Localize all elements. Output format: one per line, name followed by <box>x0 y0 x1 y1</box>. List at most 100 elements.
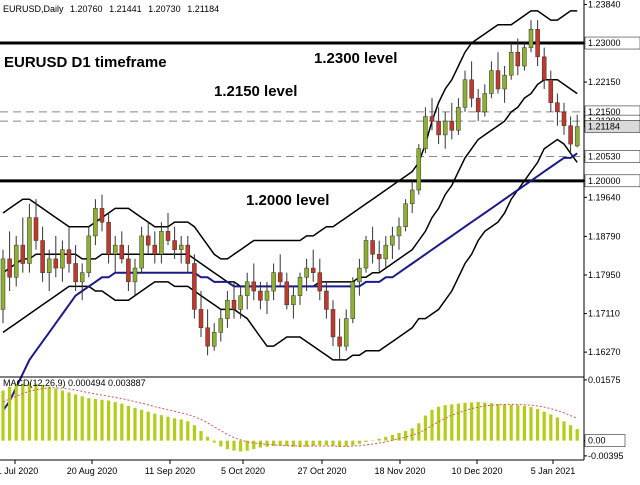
candle <box>535 20 540 66</box>
price-tick-label: 1.21500 <box>588 107 621 117</box>
candle <box>251 263 257 301</box>
candle-body <box>277 272 283 283</box>
candle <box>462 70 468 112</box>
candle-body <box>251 281 257 292</box>
candle-body <box>555 102 560 113</box>
price-tick-labels: 1.238401.230001.221501.215001.213001.211… <box>584 0 640 357</box>
candle <box>126 245 131 292</box>
macd-histogram-bar <box>159 415 163 441</box>
macd-histogram-bar <box>120 403 124 441</box>
macd-histogram-bar <box>470 402 474 441</box>
date-tick-label: 31 Jul 2020 <box>0 466 38 476</box>
candle-body <box>205 327 210 347</box>
candle <box>0 249 6 324</box>
candle <box>264 281 270 314</box>
candle-body <box>317 272 323 292</box>
macd-histogram-bar <box>410 428 414 441</box>
macd-histogram-bar <box>54 388 58 441</box>
candle <box>383 235 389 269</box>
candle <box>244 272 250 310</box>
candle-body <box>53 258 59 269</box>
candle-body <box>7 258 12 278</box>
macd-histogram-bar <box>93 398 97 441</box>
candle <box>225 291 230 328</box>
macd-histogram-bar <box>173 418 177 441</box>
candle <box>178 235 184 264</box>
macd-histogram-bar <box>186 421 190 441</box>
candle-body <box>20 244 26 264</box>
candle <box>145 222 151 255</box>
candle <box>489 61 494 99</box>
candle <box>515 38 521 76</box>
candle-body <box>145 235 151 246</box>
candle <box>548 70 554 112</box>
price-tick-label: 1.19640 <box>588 192 621 202</box>
candle <box>185 235 191 273</box>
candle <box>198 291 204 337</box>
candle <box>258 281 263 310</box>
price-tick-label: 1.22150 <box>588 77 621 87</box>
candle-body <box>456 107 461 131</box>
candle <box>13 235 19 287</box>
candle <box>442 111 448 149</box>
candle <box>93 199 98 246</box>
macd-histogram-bar <box>252 440 256 450</box>
candle-body <box>330 309 336 338</box>
candle <box>475 88 481 122</box>
candle-body <box>515 51 521 67</box>
candle-body <box>112 244 118 255</box>
macd-histogram-bar <box>107 400 111 441</box>
macd-histogram-bar <box>47 386 51 441</box>
candle-body <box>60 249 65 269</box>
level-price-box <box>584 36 640 50</box>
candle-body <box>363 240 369 269</box>
candle <box>132 258 138 296</box>
date-tick-labels: 31 Jul 2020 20 Aug 2020 11 Sep 2020 5 Oct 2… <box>0 460 575 476</box>
ohlc-low: 1.20730 <box>148 4 181 14</box>
candle-body <box>568 125 573 145</box>
candle <box>409 180 415 213</box>
macd-histogram-bar <box>60 390 64 441</box>
macd-histogram-bar <box>126 405 130 441</box>
macd-histogram-bar <box>364 440 368 443</box>
candle <box>416 144 422 195</box>
macd-histogram-bar <box>476 402 480 441</box>
moving-average <box>2 152 578 411</box>
candle <box>20 217 26 273</box>
candle-body <box>291 295 296 306</box>
macd-histogram-bar <box>74 394 78 441</box>
candle <box>324 281 329 319</box>
candle <box>238 286 243 319</box>
candle-body <box>561 111 567 126</box>
candle-body <box>211 332 217 347</box>
candle <box>502 66 507 103</box>
price-tick-label: 1.20000 <box>588 176 621 186</box>
candle <box>46 249 52 292</box>
macd-panel <box>1 382 579 452</box>
candle-body <box>370 240 375 255</box>
macd-histogram-bar <box>272 440 276 447</box>
candle <box>403 199 408 232</box>
candle <box>396 217 402 250</box>
candle-body <box>258 290 263 301</box>
candle-body <box>357 267 362 283</box>
price-tick-label: 1.20530 <box>588 151 621 161</box>
macd-histogram-bar <box>324 440 328 446</box>
candle-body <box>403 203 408 227</box>
macd-histogram-bar <box>344 440 348 447</box>
candle <box>27 203 32 273</box>
candle <box>357 258 362 296</box>
level-price-box <box>584 174 640 188</box>
candle-body <box>475 97 481 113</box>
date-tick-label: 18 Nov 2020 <box>374 466 425 476</box>
macd-histogram-bar <box>232 440 236 451</box>
candle <box>40 226 45 282</box>
level-price-box <box>584 150 640 163</box>
candle <box>211 323 217 351</box>
candle-body <box>33 217 39 241</box>
candle <box>139 226 144 273</box>
candle-body <box>508 51 514 76</box>
candle-body <box>383 244 389 260</box>
